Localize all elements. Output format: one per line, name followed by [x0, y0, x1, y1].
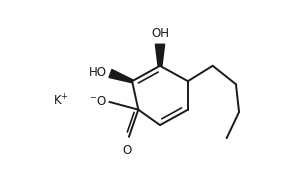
Text: $\mathsf{{}^{-}O}$: $\mathsf{{}^{-}O}$ — [88, 95, 107, 108]
Text: K$\mathsf{^{+}}$: K$\mathsf{^{+}}$ — [53, 94, 69, 109]
Polygon shape — [109, 70, 132, 83]
Polygon shape — [155, 44, 165, 66]
Text: O: O — [123, 144, 132, 157]
Text: OH: OH — [151, 27, 169, 40]
Text: HO: HO — [89, 66, 107, 79]
